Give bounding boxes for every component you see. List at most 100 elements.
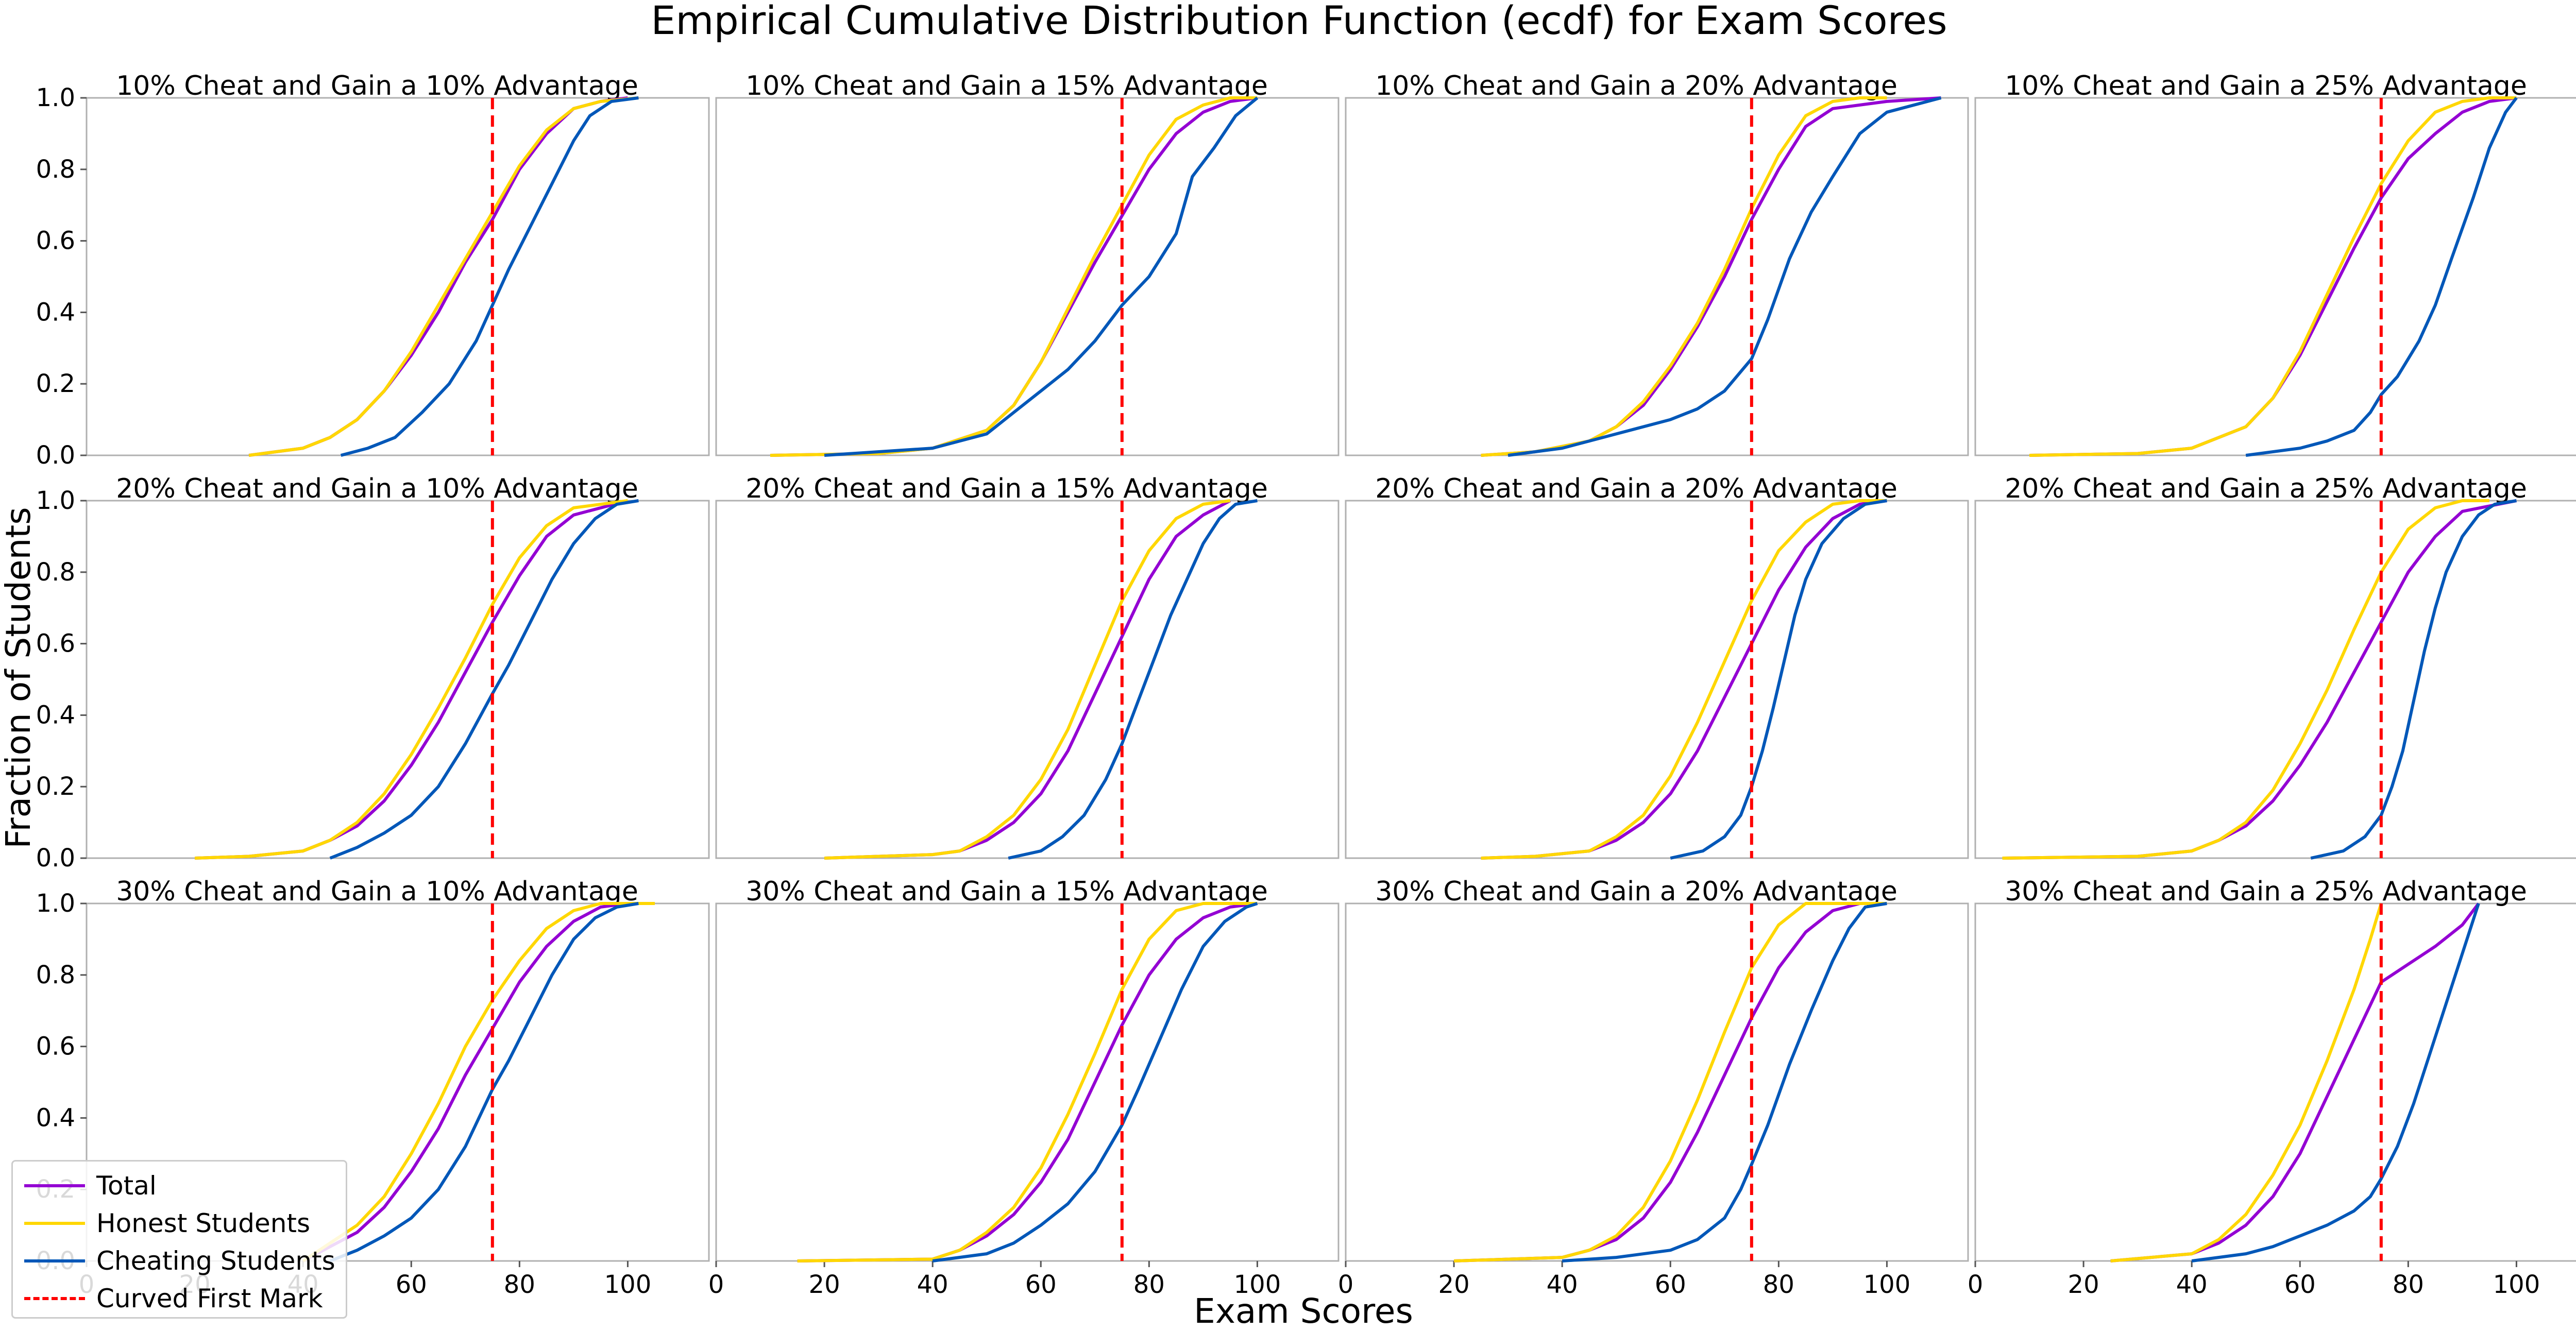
x-tick-label: 0: [1968, 1270, 1984, 1299]
x-tick-label: 80: [1133, 1270, 1165, 1299]
y-tick-label: 1.0: [36, 889, 75, 918]
legend-label-honest: Honest Students: [96, 1208, 311, 1238]
series-line-honest: [2110, 903, 2383, 1262]
x-tick-label: 80: [1763, 1270, 1794, 1299]
series-line-honest: [2002, 499, 2489, 860]
panel-title: 30% Cheat and Gain a 25% Advantage: [2005, 876, 2527, 907]
x-tick-label: 80: [504, 1270, 535, 1299]
x-tick-label: 60: [1655, 1270, 1686, 1299]
y-tick-label: 0.8: [36, 155, 75, 184]
panel-title: 10% Cheat and Gain a 20% Advantage: [1375, 71, 1897, 101]
panel-0: 10% Cheat and Gain a 10% Advantage 0.0 0.2…: [36, 71, 710, 470]
x-tick-label: 40: [1547, 1270, 1578, 1299]
panel-frame: [715, 902, 1340, 1262]
panel-frame: [1974, 902, 2576, 1262]
series-line-cheating: [340, 96, 639, 457]
legend-label-cheating: Cheating Students: [96, 1245, 335, 1276]
x-tick-label: 60: [1025, 1270, 1057, 1299]
legend-item-total: Total: [24, 1167, 346, 1204]
y-axis-label: Fraction of Students: [0, 507, 38, 848]
series-line-total: [2110, 902, 2480, 1262]
series-line-cheating: [2310, 499, 2517, 860]
y-tick-label: 1.0: [36, 83, 75, 112]
series-line-cheating: [1008, 499, 1258, 860]
panel-title: 20% Cheat and Gain a 20% Advantage: [1375, 473, 1897, 504]
panel-frame: [715, 500, 1340, 859]
panel-1: 10% Cheat and Gain a 15% Advantage: [715, 71, 1340, 457]
x-tick-label: 60: [2284, 1270, 2316, 1299]
panel-frame: [715, 97, 1340, 456]
panel-title: 10% Cheat and Gain a 15% Advantage: [745, 71, 1268, 101]
series-line-cheating: [1507, 96, 1942, 457]
series-line-cheating: [932, 902, 1258, 1262]
y-tick-label: 0.6: [36, 629, 75, 658]
series-line-honest: [2029, 96, 2517, 457]
panel-frame: [1345, 97, 1969, 456]
x-tick-label: 20: [809, 1270, 840, 1299]
series-line-cheating: [329, 499, 639, 860]
series-line-cheating: [1562, 902, 1887, 1262]
x-axis-label: Exam Scores: [1194, 1291, 1413, 1331]
x-tick-label: 100: [604, 1270, 652, 1299]
series-line-honest: [302, 902, 655, 1262]
series-line-honest: [824, 499, 1231, 860]
panel-frame: [1345, 902, 1969, 1262]
panel-frame: [1974, 500, 2576, 859]
series-line-cheating: [2191, 903, 2480, 1262]
x-tick-label: 40: [917, 1270, 948, 1299]
legend-label-total: Total: [96, 1170, 157, 1201]
x-tick-label: 20: [2068, 1270, 2099, 1299]
series-line-cheating: [329, 902, 639, 1262]
panel-title: 10% Cheat and Gain a 10% Advantage: [116, 71, 638, 101]
y-tick-label: 0.4: [36, 701, 75, 729]
panel-title: 30% Cheat and Gain a 10% Advantage: [116, 876, 638, 907]
series-line-honest: [797, 902, 1258, 1262]
y-tick-label: 0.8: [36, 558, 75, 587]
series-line-cheating: [824, 96, 1259, 457]
panel-11: 30% Cheat and Gain a 25% Advantage 0 20 40 6…: [1968, 876, 2576, 1299]
legend-swatch-honest: [24, 1221, 85, 1225]
series-line-cheating: [1670, 499, 1887, 860]
y-tick-label: 0.0: [36, 844, 75, 873]
legend-swatch-curved-mark: [24, 1296, 85, 1300]
panel-4: 20% Cheat and Gain a 10% Advantage 0.0 0.2…: [36, 473, 710, 873]
series-line-honest: [248, 96, 639, 457]
legend-swatch-cheating: [24, 1259, 85, 1262]
panel-5: 20% Cheat and Gain a 15% Advantage: [715, 473, 1340, 860]
legend-label-curved-mark: Curved First Mark: [96, 1283, 323, 1313]
panel-6: 20% Cheat and Gain a 20% Advantage: [1345, 473, 1969, 860]
x-tick-label: 100: [1234, 1270, 1281, 1299]
y-tick-label: 0.6: [36, 227, 75, 255]
series-line-honest: [1454, 902, 1887, 1262]
y-tick-label: 0.4: [36, 298, 75, 327]
y-tick-label: 0.0: [36, 441, 75, 470]
x-tick-label: 80: [2393, 1270, 2424, 1299]
y-tick-label: 0.2: [36, 772, 75, 801]
panel-title: 30% Cheat and Gain a 15% Advantage: [745, 876, 1268, 907]
panel-frame: [1345, 500, 1969, 859]
panel-title: 20% Cheat and Gain a 10% Advantage: [116, 473, 638, 504]
series-line-total: [302, 902, 655, 1262]
x-tick-label: 100: [2493, 1270, 2540, 1299]
y-tick-label: 0.2: [36, 369, 75, 398]
panel-title: 10% Cheat and Gain a 25% Advantage: [2005, 71, 2527, 101]
panel-title: 20% Cheat and Gain a 15% Advantage: [745, 473, 1268, 504]
series-line-honest: [1481, 499, 1887, 860]
series-line-honest: [195, 499, 628, 860]
panel-7: 20% Cheat and Gain a 25% Advantage: [1974, 473, 2576, 860]
y-tick-label: 0.4: [36, 1103, 75, 1132]
panel-frame: [86, 500, 710, 859]
x-tick-label: 20: [1438, 1270, 1470, 1299]
y-tick-label: 0.8: [36, 961, 75, 989]
panel-3: 10% Cheat and Gain a 25% Advantage: [1974, 71, 2576, 457]
figure-title: Empirical Cumulative Distribution Functi…: [651, 0, 1947, 43]
panel-9: 30% Cheat and Gain a 15% Advantage 0 20 40 6…: [708, 876, 1340, 1299]
x-tick-label: 40: [2176, 1270, 2208, 1299]
legend-item-curved-mark: Curved First Mark: [24, 1279, 346, 1317]
legend-item-cheating: Cheating Students: [24, 1242, 346, 1279]
x-tick-label: 0: [1338, 1270, 1354, 1299]
panel-title: 20% Cheat and Gain a 25% Advantage: [2005, 473, 2527, 504]
legend-swatch-total: [24, 1184, 85, 1187]
